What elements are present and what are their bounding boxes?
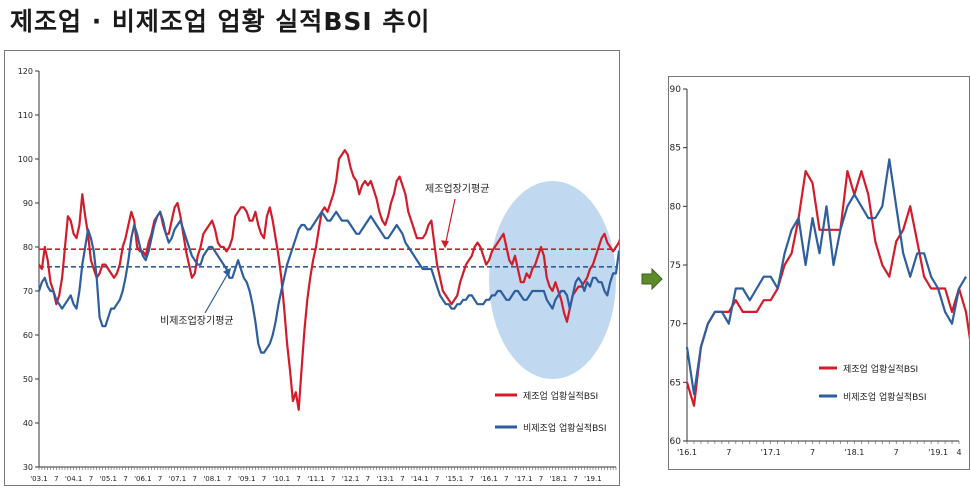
annotation-manufacturing-avg: 제조업장기평균 [425, 182, 489, 195]
x-tick-label: '10.1 [273, 475, 291, 483]
x-tick-label: 7 [573, 475, 577, 483]
x-tick-label: 7 [470, 475, 474, 483]
y-tick-label: 70 [670, 320, 682, 330]
x-tick-label: 7 [331, 475, 335, 483]
x-tick-label: '17.1 [515, 475, 533, 483]
x-tick-label: 7 [89, 475, 93, 483]
x-tick-label: '09.1 [238, 475, 256, 483]
x-tick-label: '19.1 [584, 475, 602, 483]
x-tick-label: 7 [539, 475, 543, 483]
x-tick-label: 4 [956, 448, 961, 457]
annotation-nonmanufacturing-avg: 비제조업장기평균 [160, 314, 234, 327]
x-tick-label: '15.1 [446, 475, 464, 483]
x-tick-label: '06.1 [134, 475, 152, 483]
y-tick-label: 60 [23, 331, 33, 340]
series-line-1 [38, 149, 690, 411]
x-tick-label: 7 [366, 475, 370, 483]
x-tick-label: '16.1 [480, 475, 498, 483]
x-tick-label: 7 [726, 448, 731, 457]
y-tick-label: 100 [18, 155, 33, 164]
recent-bsi-chart: 60 65 70 75 80 85 90 '16.1 7 '17.1 7 '18.1 7 '19.1 4 제조… [668, 76, 970, 470]
y-tick-label: 70 [23, 287, 33, 296]
x-tick-label: 7 [123, 475, 127, 483]
x-tick-label: 7 [435, 475, 439, 483]
legend-label: 비제조업 업황실적BSI [523, 422, 607, 434]
x-tick-label: '16.1 [677, 448, 697, 457]
y-tick-label: 90 [23, 199, 33, 208]
x-tick-label: 7 [227, 475, 231, 483]
y-tick-label: 65 [670, 378, 681, 388]
annotation-arrowhead [223, 267, 231, 277]
x-tick-label: '03.1 [30, 475, 48, 483]
y-tick-label: 90 [670, 85, 682, 95]
x-tick-label: 7 [810, 448, 815, 457]
x-tick-label: 7 [158, 475, 162, 483]
series-line-2 [685, 158, 967, 396]
y-tick-label: 80 [670, 202, 682, 212]
x-tick-label: 7 [504, 475, 508, 483]
x-tick-label: '13.1 [376, 475, 394, 483]
page-title: 제조업 · 비제조업 업황 실적BSI 추이 [10, 7, 431, 36]
x-tick-label: 7 [894, 448, 899, 457]
y-tick-label: 80 [23, 243, 33, 252]
x-tick-label: '17.1 [761, 448, 781, 457]
x-tick-label: '11.1 [307, 475, 325, 483]
x-tick-label: 7 [262, 475, 266, 483]
legend-label: 제조업 업황실적BSI [843, 363, 918, 375]
x-tick-label: '18.1 [844, 448, 864, 457]
y-tick-label: 85 [670, 144, 681, 154]
annotation-pointer [204, 269, 231, 314]
x-tick-label: '04.1 [65, 475, 83, 483]
annotation-pointer [444, 198, 456, 247]
series-line-1 [685, 169, 970, 407]
y-tick-label: 30 [23, 463, 33, 472]
legend-label: 비제조업 업황실적BSI [843, 391, 927, 403]
annotation-arrowhead [441, 240, 449, 249]
highlight-ellipse [489, 181, 616, 379]
legend-label: 제조업 업황실적BSI [523, 390, 598, 402]
x-tick-label: '18.1 [550, 475, 568, 483]
y-tick-label: 75 [670, 261, 681, 271]
y-tick-label: 110 [18, 111, 33, 120]
long-term-chart-svg: 30 40 50 60 70 80 90 100 110 120 '03.1 7 '04.1 7 '05.1… [18, 67, 770, 483]
x-tick-label: 7 [193, 475, 197, 483]
x-tick-label: '05.1 [99, 475, 117, 483]
x-tick-label: 7 [54, 475, 58, 483]
y-tick-label: 50 [23, 375, 33, 384]
x-tick-label: '08.1 [203, 475, 221, 483]
x-tick-label: '12.1 [342, 475, 360, 483]
y-tick-label: 40 [23, 419, 33, 428]
right-arrow-icon [641, 268, 663, 290]
x-tick-label: '07.1 [169, 475, 187, 483]
y-tick-label: 60 [670, 437, 682, 447]
x-tick-label: 7 [296, 475, 300, 483]
x-tick-label: '19.1 [928, 448, 948, 457]
x-tick-label: '14.1 [411, 475, 429, 483]
long-term-bsi-chart: 30 40 50 60 70 80 90 100 110 120 '03.1 7 '04.1 7 '05.1… [4, 50, 770, 486]
y-tick-label: 120 [18, 67, 33, 76]
recent-chart-svg: 60 65 70 75 80 85 90 '16.1 7 '17.1 7 '18.1 7 '19.1 4 제조… [670, 85, 970, 457]
x-tick-label: 7 [400, 475, 404, 483]
